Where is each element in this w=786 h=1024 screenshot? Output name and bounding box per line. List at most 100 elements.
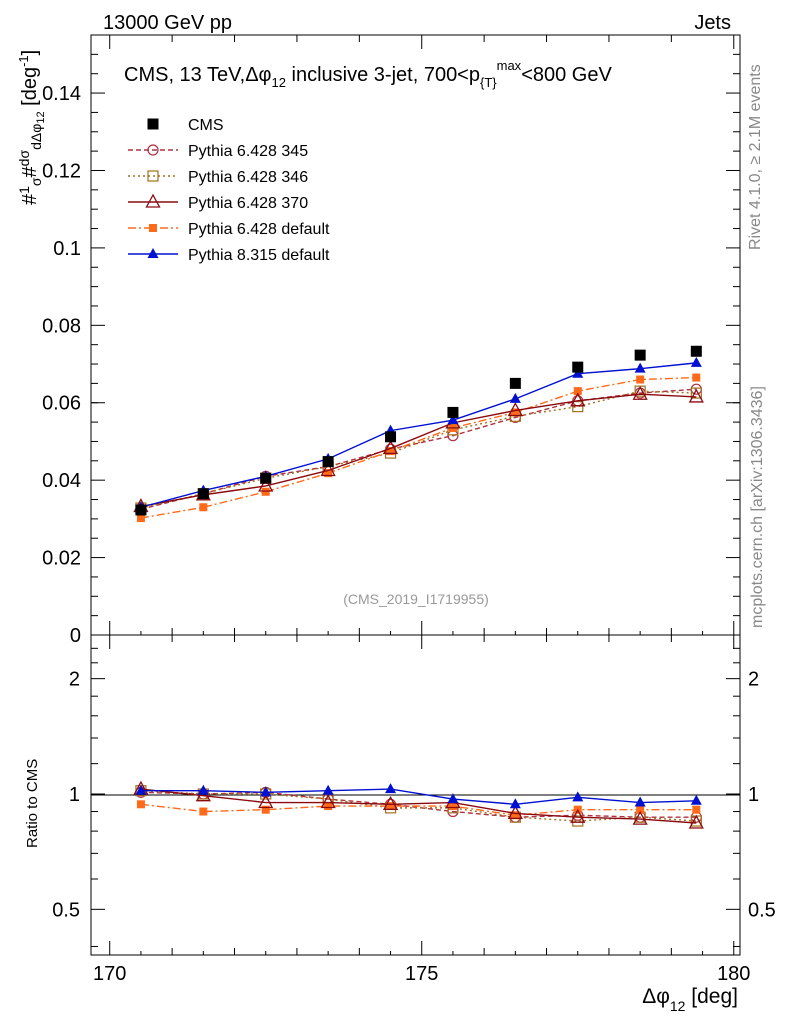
rivet-version-label: Rivet 4.1.0, ≥ 2.1M events (747, 64, 764, 250)
data-point (324, 469, 333, 478)
ratio-point (572, 815, 584, 827)
series-line (140, 390, 697, 509)
data-point (136, 514, 145, 523)
chart-title: CMS, 13 TeV,Δφ12 inclusive 3-jet, 700<p{… (124, 58, 612, 90)
ratio-point (385, 783, 397, 794)
series-line (140, 376, 697, 519)
legend: CMS Pythia 6.428 345 Pythia 6.428 346 Pythi… (128, 117, 330, 264)
y-tick-label: 0.04 (42, 470, 81, 492)
data-point (382, 440, 399, 455)
data-point (509, 377, 521, 389)
data-point (690, 387, 702, 399)
data-point (690, 345, 702, 357)
ratio-tick-label-right: 1 (748, 784, 759, 806)
ratio-point (382, 795, 399, 810)
data-point (572, 401, 584, 413)
data-point (634, 349, 646, 361)
data-point (692, 373, 701, 382)
legend-marker (149, 224, 157, 232)
y-tick-label: 0.06 (42, 393, 81, 415)
series-5 (135, 356, 702, 809)
data-point (690, 356, 702, 367)
data-point (511, 408, 520, 417)
ratio-point (447, 793, 459, 804)
ratio-point (688, 814, 704, 829)
legend-marker (147, 248, 159, 258)
series-4 (136, 373, 701, 820)
ratio-point (322, 784, 334, 795)
data-point (688, 388, 704, 403)
ratio-point (507, 805, 523, 820)
series-0 (135, 345, 702, 516)
legend-marker (147, 118, 159, 130)
data-point (634, 362, 646, 373)
ratio-point (261, 805, 270, 814)
ratio-series-line (140, 791, 697, 818)
x-tick-label: 170 (93, 963, 126, 985)
data-point (447, 406, 459, 418)
data-point (135, 504, 147, 516)
y-tick-label: 0 (70, 625, 81, 647)
header-right-label: Jets (694, 12, 731, 34)
header-left-label: 13000 GeV pp (103, 12, 232, 34)
data-point (197, 488, 209, 500)
legend-entry-label: Pythia 6.428 345 (188, 143, 308, 160)
x-tick-label: 180 (717, 963, 750, 985)
data-point (636, 375, 645, 384)
ratio-point (197, 784, 209, 795)
ratio-tick-label-right: 0.5 (748, 899, 776, 921)
ratio-point (692, 805, 701, 814)
ratio-axis-label: Ratio to CMS (24, 759, 41, 848)
y-tick-label: 0.1 (53, 238, 81, 260)
legend-marker (147, 170, 159, 182)
data-point (386, 447, 395, 456)
y-tick-label: 0.14 (42, 83, 81, 105)
ratio-point (448, 802, 457, 811)
data-point (258, 477, 274, 492)
ratio-point (509, 798, 521, 809)
legend-marker (147, 144, 159, 156)
data-point (507, 402, 523, 417)
ratio-point (258, 794, 274, 809)
data-point (322, 456, 334, 468)
data-point (572, 361, 584, 373)
ratio-series-line (140, 790, 697, 822)
legend-entry-label: CMS (188, 117, 224, 134)
legend-entry-label: Pythia 8.315 default (188, 247, 330, 264)
ratio-point (572, 791, 584, 802)
series-line (140, 362, 697, 508)
data-point (509, 392, 521, 403)
y-tick-label: 0.02 (42, 548, 81, 570)
ratio-point (634, 796, 646, 807)
legend-entry-label: Pythia 6.428 default (188, 221, 330, 238)
data-point (447, 414, 459, 425)
ratio-series-line (140, 788, 697, 824)
ratio-point (199, 807, 208, 816)
ratio-point (320, 794, 336, 809)
series-3 (133, 385, 704, 829)
ratio-point (511, 811, 520, 820)
mcplots-label: mcplots.cern.ch [arXiv:1306.3436] (749, 386, 766, 628)
x-axis-label: Δφ12 [deg] (642, 985, 738, 1014)
ratio-series-line (140, 788, 697, 805)
ratio-series-line (140, 803, 697, 816)
x-tick-label: 175 (405, 963, 438, 985)
legend-entry-label: Pythia 6.428 346 (188, 169, 308, 186)
ratio-tick-label: 1 (69, 784, 80, 806)
ratio-tick-label: 0.5 (52, 899, 80, 921)
data-point (260, 472, 272, 484)
data-point (632, 385, 648, 400)
ratio-tick-label-right: 2 (748, 669, 759, 691)
data-point (320, 462, 336, 477)
ratio-point (136, 800, 145, 809)
data-point (385, 431, 397, 443)
legend-marker (145, 193, 161, 208)
ratio-point (260, 786, 272, 797)
ratio-point (324, 802, 333, 811)
legend-entry-label: Pythia 6.428 370 (188, 195, 308, 212)
data-point (261, 487, 270, 496)
y-tick-label: 0.12 (42, 160, 81, 182)
data-point (573, 387, 582, 396)
data-point (572, 367, 584, 378)
